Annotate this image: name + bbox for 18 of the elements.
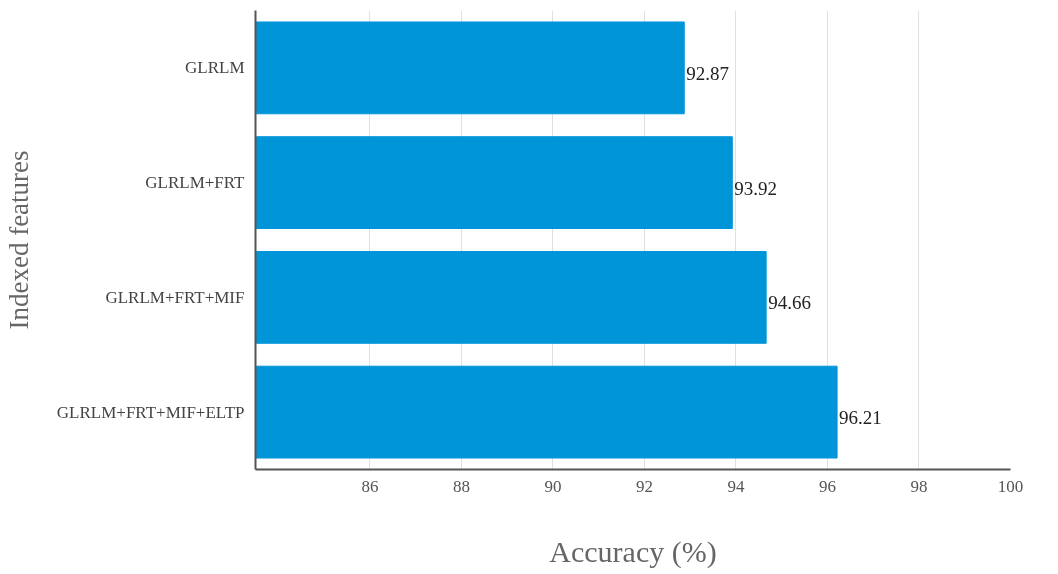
x-tick-label: 92 bbox=[635, 476, 653, 496]
y-axis-title: Indexed features bbox=[3, 150, 34, 330]
x-tick-label: 86 bbox=[361, 476, 379, 496]
x-tick-label: 96 bbox=[818, 476, 836, 496]
data-label: 94.66 bbox=[768, 292, 811, 314]
data-label: 93.92 bbox=[734, 177, 778, 199]
y-tick-label: GLRLM+FRT+MIF bbox=[105, 287, 245, 307]
y-tick-label: GLRLM bbox=[185, 58, 245, 78]
x-tick-label: 90 bbox=[544, 476, 562, 496]
x-tick-label: 88 bbox=[452, 476, 470, 496]
x-axis-title: Accuracy (%) bbox=[549, 534, 717, 569]
x-tick-label: 94 bbox=[727, 476, 745, 496]
data-label: 92.87 bbox=[686, 62, 729, 84]
y-tick-label: GLRLM+FRT bbox=[145, 173, 246, 193]
x-tick-label: 100 bbox=[997, 476, 1024, 496]
x-tick-label: 98 bbox=[910, 476, 928, 496]
data-label: 96.21 bbox=[839, 407, 882, 429]
y-tick-label: GLRLM+FRT+MIF+ELTP bbox=[56, 402, 245, 422]
